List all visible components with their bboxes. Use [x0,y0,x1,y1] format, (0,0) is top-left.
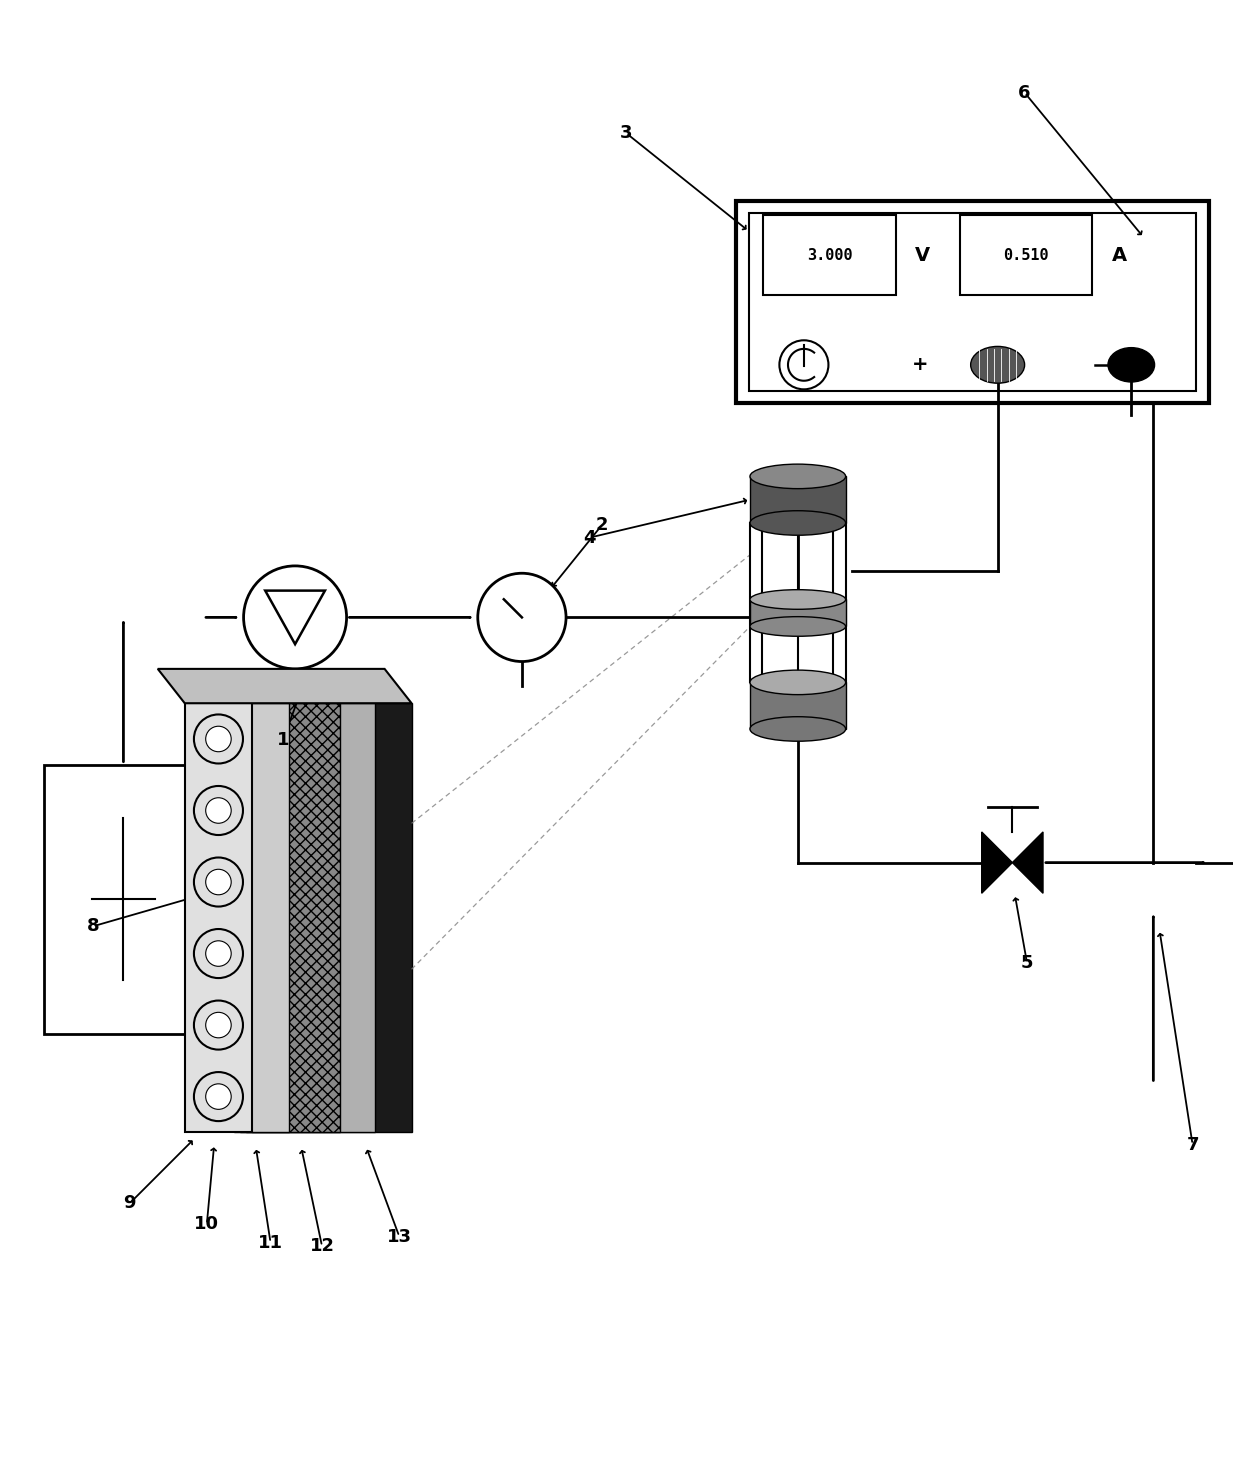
Text: 0.510: 0.510 [1003,247,1049,262]
Circle shape [206,798,231,823]
Text: 8: 8 [87,918,99,935]
Bar [749,213,1197,391]
Circle shape [206,869,231,895]
Bar [185,703,252,1132]
Text: 5: 5 [1021,955,1033,972]
Bar [960,215,1092,295]
Circle shape [206,727,231,752]
Ellipse shape [750,589,846,610]
Ellipse shape [1109,348,1154,382]
Text: 3.000: 3.000 [807,247,852,262]
Text: 7: 7 [1187,1135,1199,1153]
Text: 3: 3 [620,124,632,142]
Ellipse shape [750,617,846,636]
Ellipse shape [750,670,846,694]
Text: 1: 1 [277,731,289,749]
Polygon shape [982,832,1012,894]
Circle shape [206,1083,231,1110]
Text: 13: 13 [387,1227,412,1246]
Bar [750,682,846,730]
Text: 11: 11 [258,1234,283,1252]
Bar [43,765,203,1035]
Ellipse shape [750,465,846,488]
Text: V: V [915,246,930,265]
Bar [750,522,846,682]
Ellipse shape [750,511,846,536]
Text: A: A [1111,246,1127,265]
Polygon shape [1012,832,1043,894]
Text: 6: 6 [1018,83,1030,102]
Text: 10: 10 [195,1215,219,1233]
Bar [737,200,1209,403]
Bar [252,703,412,1132]
Bar [234,703,289,1132]
Text: 2: 2 [595,517,608,534]
Circle shape [206,1012,231,1037]
Ellipse shape [971,346,1024,383]
Text: 12: 12 [310,1237,335,1255]
Bar [239,703,341,1132]
Bar [764,215,895,295]
Text: 4: 4 [583,528,595,546]
Text: +: + [913,355,929,374]
Polygon shape [157,669,412,703]
Ellipse shape [750,716,846,741]
Text: 9: 9 [123,1194,136,1212]
Circle shape [206,941,231,966]
Bar [750,599,846,626]
Bar [750,477,846,522]
Circle shape [477,573,565,662]
Bar [246,703,374,1132]
